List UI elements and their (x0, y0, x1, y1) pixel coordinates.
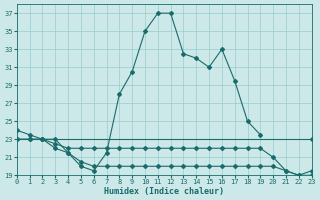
X-axis label: Humidex (Indice chaleur): Humidex (Indice chaleur) (104, 187, 224, 196)
